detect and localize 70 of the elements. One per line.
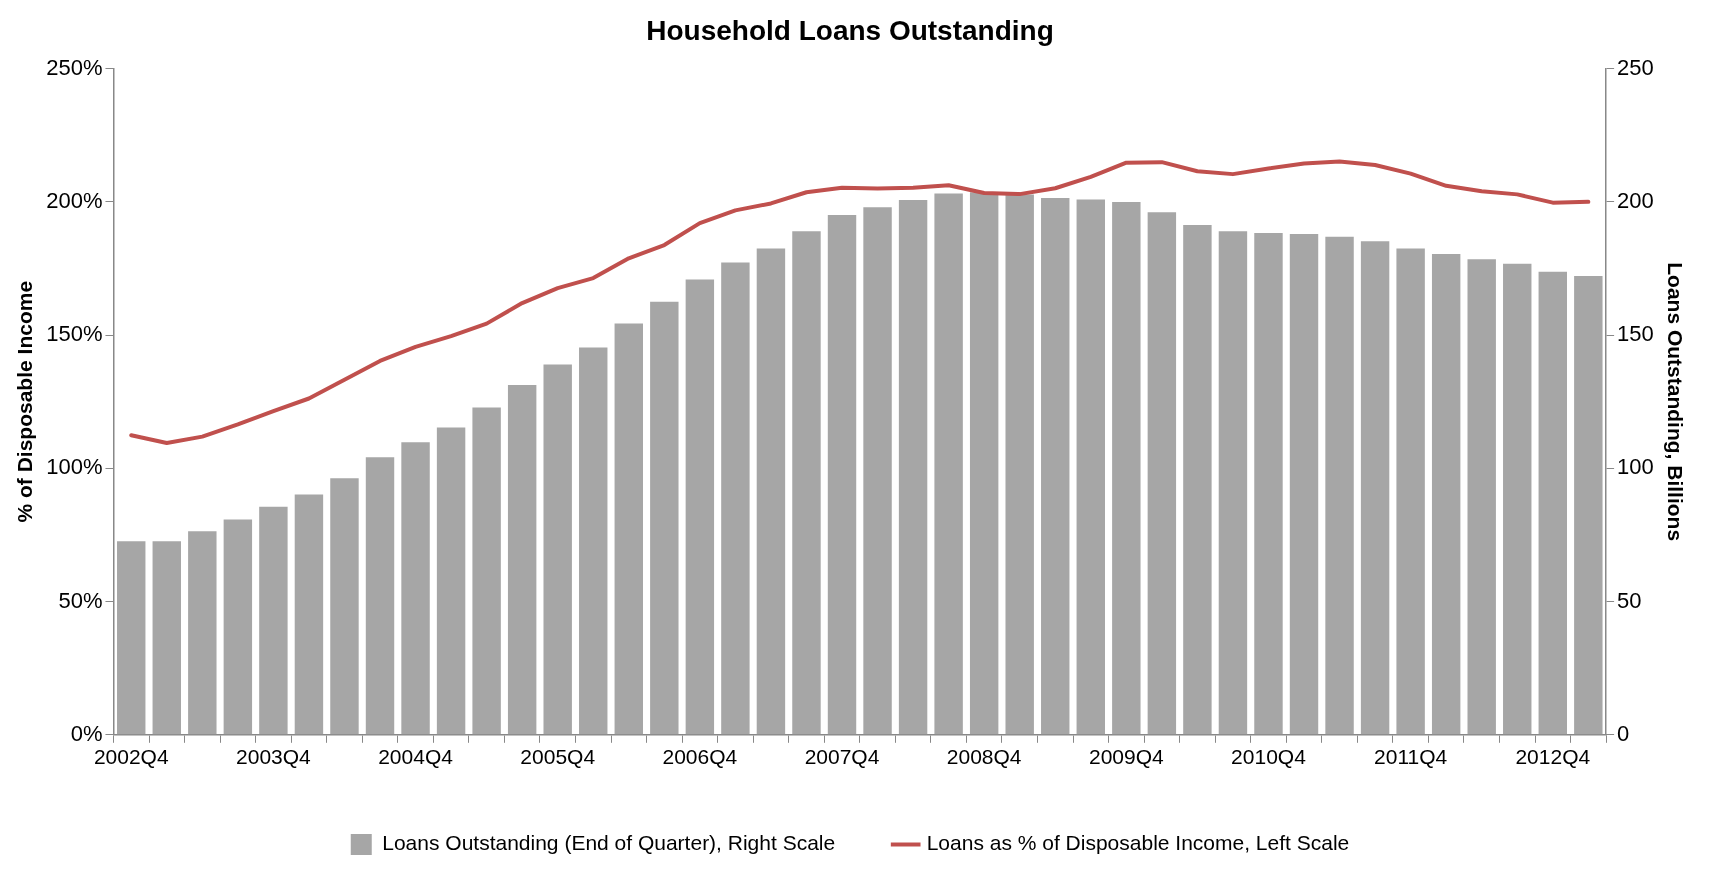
legend-label: Loans Outstanding (End of Quarter), Right Scale [382, 831, 836, 855]
x-tick-label: 2011Q4 [1374, 745, 1448, 769]
bar [721, 262, 750, 735]
x-tick-label: 2004Q4 [378, 745, 454, 769]
bar [294, 494, 324, 735]
bar [1538, 271, 1567, 735]
bar [898, 199, 928, 735]
bar [685, 279, 715, 735]
x-tick-label: 2003Q4 [236, 745, 312, 769]
bar [863, 207, 892, 735]
y-tick-label: 0% [70, 720, 103, 746]
bar [579, 347, 608, 735]
x-tick-label: 2012Q4 [1515, 745, 1591, 769]
bar [792, 231, 821, 735]
bar [401, 442, 430, 735]
bar [507, 384, 537, 735]
bar [543, 364, 572, 735]
y2-tick-label: 200 [1617, 187, 1654, 213]
legend-label: Loans as % of Disposable Income, Left Scale [926, 831, 1350, 855]
bar [472, 407, 501, 735]
x-tick-label: 2006Q4 [662, 745, 738, 769]
bar [436, 427, 466, 735]
y2-tick-label: 250 [1617, 54, 1654, 80]
bar [117, 541, 146, 735]
bar [1574, 275, 1603, 735]
y2-tick-label: 150 [1617, 321, 1654, 347]
bar [1254, 233, 1283, 735]
x-tick-label: 2002Q4 [93, 745, 169, 769]
bar [259, 506, 288, 735]
chart-title: Household Loans Outstanding [646, 14, 1054, 46]
x-tick-label: 2008Q4 [946, 745, 1022, 769]
bar [330, 478, 359, 735]
bar [1431, 254, 1461, 735]
bar [1005, 194, 1034, 735]
bar [1112, 202, 1141, 735]
bar [223, 519, 253, 735]
bar [650, 301, 679, 735]
bar [365, 457, 395, 735]
bar [969, 192, 999, 735]
bar [1396, 248, 1425, 735]
bar [1503, 263, 1532, 735]
y-tick-label: 150% [46, 321, 103, 347]
bar [827, 214, 857, 735]
y-tick-label: 50% [58, 587, 103, 613]
bar [1289, 234, 1319, 735]
bar [614, 323, 643, 735]
y2-axis-title: Loans Outstanding, Billions [1663, 262, 1687, 542]
y2-tick-label: 0 [1617, 720, 1630, 746]
bar [1147, 212, 1177, 735]
y-tick-label: 100% [46, 454, 103, 480]
x-tick-label: 2007Q4 [804, 745, 880, 769]
bar [1467, 259, 1496, 735]
bar [1360, 241, 1390, 735]
bar [188, 531, 217, 735]
y-tick-label: 250% [46, 54, 103, 80]
bar [1041, 198, 1070, 735]
x-tick-label: 2005Q4 [520, 745, 596, 769]
x-tick-label: 2009Q4 [1088, 745, 1165, 769]
y2-tick-label: 50 [1617, 587, 1642, 613]
bar [1325, 236, 1354, 735]
y-tick-label: 200% [46, 187, 103, 213]
x-tick-label: 2010Q4 [1231, 745, 1307, 769]
bar [1218, 231, 1248, 735]
bar [152, 541, 181, 735]
bar [934, 193, 963, 735]
y2-tick-label: 100 [1617, 454, 1654, 480]
bar [1183, 225, 1212, 735]
bar [756, 248, 786, 735]
bar [1076, 199, 1105, 735]
y-axis-title: % of Disposable Income [13, 280, 37, 523]
